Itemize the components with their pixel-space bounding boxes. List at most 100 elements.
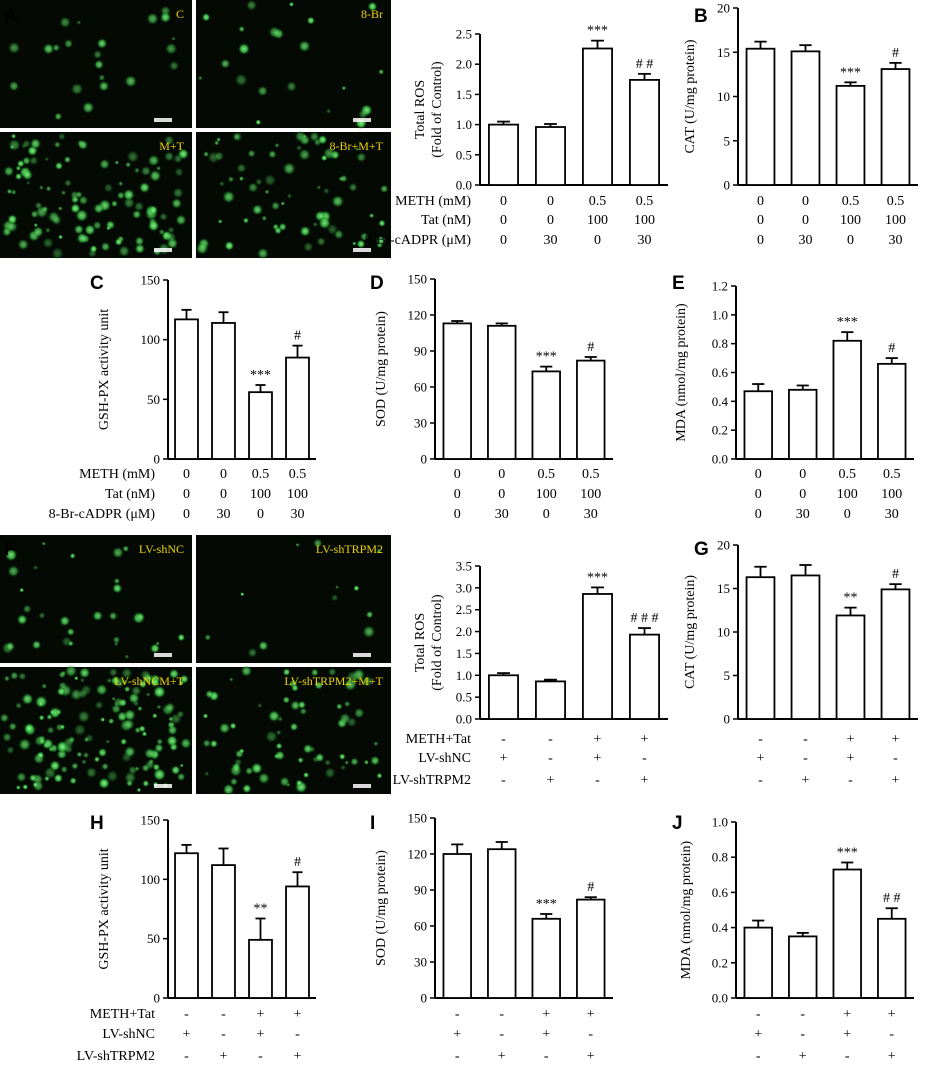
fluorescent-cell — [268, 150, 277, 159]
fluorescent-cell — [57, 206, 63, 211]
fluorescent-cell — [152, 713, 158, 719]
treatment-row-value: - — [595, 773, 600, 788]
treatment-row-value: + — [294, 1007, 302, 1022]
fluorescent-cell — [92, 610, 103, 622]
micrograph-panel-f: LV-shNC LV-shTRPM2 LV-shNCM+T LV-shTRPM2+M+… — [0, 535, 391, 796]
significance-label: *** — [837, 845, 858, 860]
significance-label: *** — [587, 24, 608, 39]
fluorescent-cell — [118, 181, 124, 187]
fluorescent-cell — [265, 730, 278, 743]
fluorescent-cell — [250, 762, 263, 775]
fluorescent-cell — [70, 82, 84, 96]
panel-letter-a: A — [4, 6, 18, 27]
fluorescent-cell — [219, 181, 225, 187]
treatment-row-value: 0.5 — [887, 194, 905, 209]
fluorescent-cell — [121, 667, 133, 679]
fluorescent-cell — [167, 724, 178, 736]
bar-chart-i: 0 30 60 90 120 150 SOD (U/mg protein) *** # - - + + +… — [374, 811, 613, 1064]
fluorescent-cell — [15, 784, 21, 791]
fluorescent-cell — [242, 217, 249, 224]
significance-label: *** — [587, 570, 608, 585]
fluorescent-cell — [323, 187, 330, 195]
y-tick-label: 150 — [408, 811, 428, 826]
fluorescent-cell — [126, 150, 140, 163]
fluorescent-cell — [240, 665, 253, 677]
treatment-row-value: 0 — [500, 194, 507, 209]
fluorescent-cell — [268, 710, 281, 723]
fluorescent-cell — [8, 138, 21, 152]
fluorescent-cell — [29, 138, 42, 150]
bar — [745, 576, 776, 720]
y-tick-label: 1.0 — [456, 117, 472, 132]
fluorescent-cell — [229, 677, 234, 682]
significance-label: # — [294, 855, 301, 870]
fluorescent-cell — [145, 692, 151, 697]
significance-label: # — [294, 329, 301, 344]
fluorescent-cell — [6, 746, 15, 755]
treatment-row-value: - — [758, 773, 763, 788]
fluorescent-cell — [114, 238, 123, 246]
fluorescent-cell — [112, 583, 123, 594]
fluorescent-cell — [73, 224, 84, 235]
fluorescent-cell — [63, 744, 74, 754]
y-tick-label: 0 — [154, 452, 161, 467]
fluorescent-cell — [338, 753, 346, 760]
y-tick-label: 10 — [717, 89, 730, 104]
micrograph-panel-a: C 8-Br M+T 8-Br+M+T — [0, 0, 391, 260]
fluorescent-cell — [214, 151, 225, 162]
fluorescent-cell — [38, 185, 44, 191]
treatment-row-value: 30 — [796, 507, 810, 522]
cell-cluster — [0, 664, 192, 793]
bar — [582, 47, 613, 186]
fluorescent-cell — [35, 205, 49, 219]
fluorescent-cell — [54, 161, 64, 170]
y-tick-label: 0.0 — [456, 712, 472, 727]
fluorescent-cell — [271, 201, 281, 211]
fluorescent-cell — [79, 677, 85, 683]
treatment-row-value: + — [888, 1049, 896, 1064]
fluorescent-cell — [172, 187, 184, 199]
treatment-row-value: + — [888, 1007, 896, 1022]
fluorescent-cell — [37, 700, 44, 707]
bar — [488, 674, 519, 720]
fluorescent-cell — [314, 680, 324, 690]
fluorescent-cell — [218, 722, 231, 734]
fluorescent-cell — [153, 768, 166, 781]
fluorescent-cell — [238, 176, 244, 182]
bar-chart-a: 0.0 0.5 1.0 1.5 2.0 2.5 Total ROS (Fold of Cont… — [365, 24, 668, 248]
treatment-row-label: LV-shNC — [418, 751, 471, 766]
fluorescent-cell — [204, 634, 211, 641]
significance-label: *** — [840, 65, 861, 80]
fluorescent-cell — [334, 585, 339, 590]
fluorescent-cell — [232, 131, 243, 142]
fluorescent-cell — [118, 245, 131, 258]
fluorescent-cell — [178, 680, 185, 686]
fluorescent-cell — [380, 184, 389, 193]
fluorescent-cell — [275, 742, 283, 750]
fluorescent-cell — [58, 234, 64, 240]
y-tick-label: 1.0 — [712, 815, 728, 830]
fluorescent-cell — [169, 60, 180, 71]
fluorescent-cell — [113, 701, 119, 707]
bar — [285, 885, 310, 999]
y-tick-label: 0 — [724, 712, 731, 727]
treatment-row-label: Tat (nM) — [421, 213, 471, 228]
treatment-row-value: 0 — [500, 213, 507, 228]
fluorescent-cell — [22, 784, 29, 790]
fluorescent-cell — [57, 132, 66, 141]
fluorescent-cell — [246, 0, 257, 11]
fluorescent-cell — [19, 587, 25, 593]
bar — [743, 926, 773, 999]
fluorescent-cell — [70, 203, 81, 214]
bar — [487, 848, 517, 999]
fluorescent-cell — [324, 759, 332, 766]
treatment-row-value: 0.5 — [582, 467, 600, 482]
fluorescent-cell — [316, 185, 322, 190]
fluorescent-cell — [100, 717, 106, 723]
panel-letter-i: I — [370, 813, 375, 834]
bar-chart-e: 0.0 0.2 0.4 0.6 0.8 1.0 1.2 MDA (nmol/mg protei… — [674, 279, 914, 522]
fluorescent-cell — [22, 169, 33, 181]
fluorescent-cell — [16, 614, 28, 625]
treatment-row-value: - — [499, 1027, 504, 1042]
bar — [535, 126, 566, 186]
